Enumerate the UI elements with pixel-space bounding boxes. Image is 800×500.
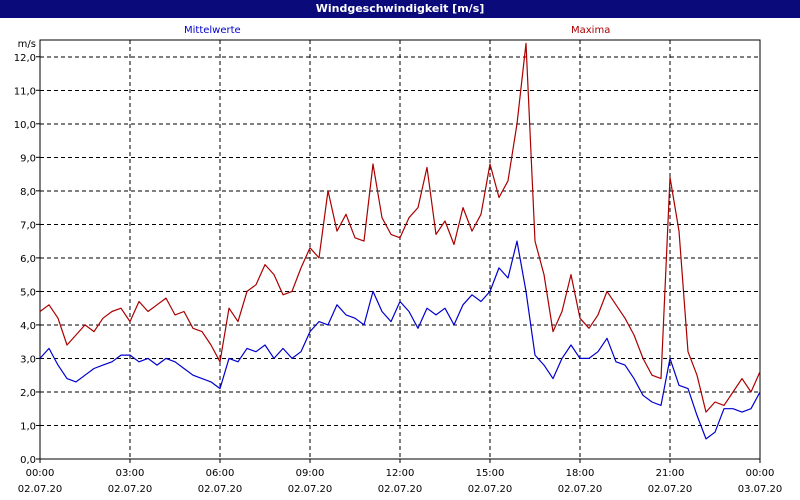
grid-lines	[40, 40, 760, 459]
y-tick-label: 2,0	[20, 388, 36, 399]
y-tick-label: 4,0	[20, 321, 36, 332]
legend-maxima: Maxima	[571, 25, 611, 36]
x-tick-date: 02.07.20	[18, 484, 63, 495]
y-tick-label: 10,0	[14, 120, 36, 131]
x-tick-date: 02.07.20	[378, 484, 423, 495]
x-tick-time: 00:00	[746, 468, 775, 479]
axes: 0,0 1,0 2,0 3,0 4,0 5,0 6,0 7,0 8,0 9,0 10,0 11,0 12…	[14, 39, 783, 495]
x-tick-date: 02.07.20	[648, 484, 693, 495]
x-tick-date: 02.07.20	[558, 484, 603, 495]
x-tick-date: 03.07.20	[738, 484, 783, 495]
series-line-mittelwerte	[39, 240, 761, 440]
x-tick-date: 02.07.20	[468, 484, 513, 495]
legend-mittelwerte: Mittelwerte	[184, 25, 241, 36]
y-tick-label: 3,0	[20, 354, 36, 365]
x-tick-time: 09:00	[296, 468, 325, 479]
y-tick-label: 12,0	[14, 53, 36, 64]
y-tick-label: 9,0	[20, 153, 36, 164]
series-lines	[39, 42, 761, 440]
y-tick-label: 0,0	[20, 455, 36, 466]
chart-title: Windgeschwindigkeit [m/s]	[0, 0, 800, 18]
y-axis-label: m/s	[18, 39, 36, 50]
x-tick-date: 02.07.20	[198, 484, 243, 495]
x-tick-date: 02.07.20	[108, 484, 153, 495]
x-tick-time: 00:00	[26, 468, 55, 479]
x-tick-time: 21:00	[656, 468, 685, 479]
y-tick-label: 1,0	[20, 421, 36, 432]
y-tick-label: 6,0	[20, 254, 36, 265]
series-line-maxima	[39, 42, 761, 413]
y-tick-label: 8,0	[20, 187, 36, 198]
x-tick-time: 06:00	[206, 468, 235, 479]
plot-area	[39, 39, 761, 460]
y-tick-label: 5,0	[20, 287, 36, 298]
y-tick-label: 11,0	[14, 86, 36, 97]
x-tick-time: 03:00	[116, 468, 145, 479]
x-tick-time: 18:00	[566, 468, 595, 479]
x-tick-date: 02.07.20	[288, 484, 333, 495]
y-tick-label: 7,0	[20, 220, 36, 231]
x-tick-time: 12:00	[386, 468, 415, 479]
x-tick-time: 15:00	[476, 468, 505, 479]
